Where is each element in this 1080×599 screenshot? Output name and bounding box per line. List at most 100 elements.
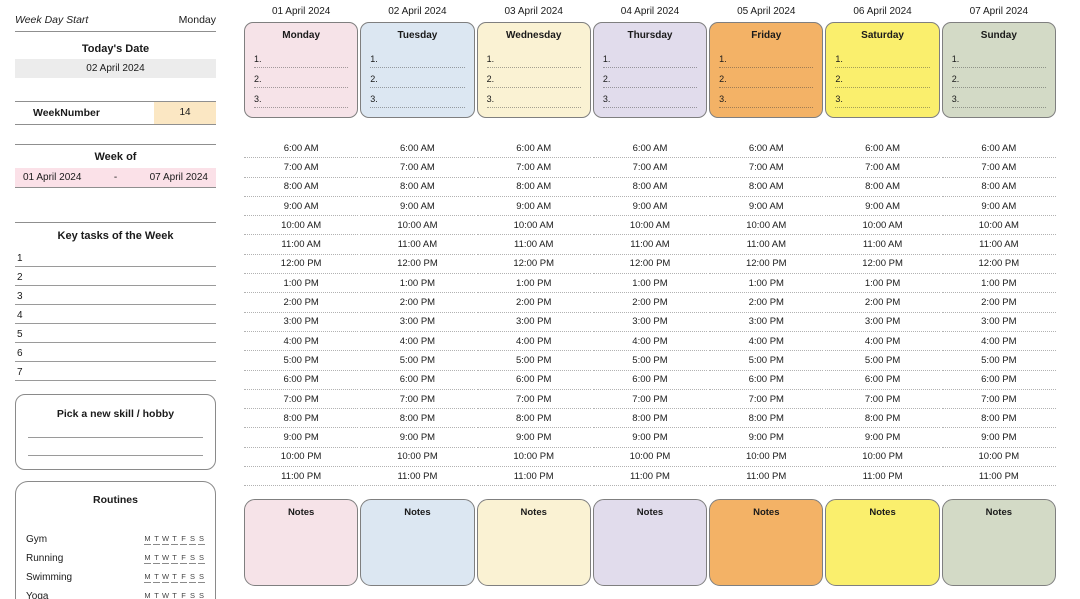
time-slot[interactable]: 1:00 PM <box>709 274 824 294</box>
priority-item[interactable]: 3. <box>835 88 930 108</box>
time-slot[interactable]: 3:00 PM <box>592 313 708 332</box>
time-slot[interactable]: 7:00 PM <box>709 390 824 410</box>
time-slot[interactable]: 6:00 PM <box>825 371 940 390</box>
time-slot[interactable]: 8:00 AM <box>592 178 708 197</box>
time-slot[interactable]: 2:00 PM <box>709 293 824 313</box>
time-slot[interactable]: 11:00 PM <box>825 467 940 487</box>
time-slot[interactable]: 11:00 PM <box>476 467 591 487</box>
time-slot[interactable]: 8:00 AM <box>244 178 359 197</box>
time-slot[interactable]: 7:00 PM <box>360 390 475 410</box>
time-slot[interactable]: 5:00 PM <box>360 351 475 371</box>
routine-day-checkbox[interactable]: S <box>198 591 205 599</box>
time-slot[interactable]: 1:00 PM <box>360 274 475 294</box>
routine-day-checkbox[interactable]: T <box>153 591 160 599</box>
time-slot[interactable]: 5:00 PM <box>476 351 591 371</box>
priority-item[interactable]: 1. <box>370 48 465 68</box>
time-slot[interactable]: 8:00 PM <box>592 409 708 429</box>
key-task-row[interactable]: 5 <box>15 324 216 343</box>
time-slot[interactable]: 7:00 AM <box>941 158 1056 178</box>
time-slot[interactable]: 6:00 AM <box>825 139 940 159</box>
priority-item[interactable]: 3. <box>486 88 581 108</box>
time-slot[interactable]: 6:00 AM <box>941 139 1056 159</box>
time-slot[interactable]: 1:00 PM <box>476 274 591 294</box>
priority-item[interactable]: 1. <box>486 48 581 68</box>
time-slot[interactable]: 11:00 AM <box>360 235 475 255</box>
time-slot[interactable]: 11:00 PM <box>244 467 359 487</box>
time-slot[interactable]: 3:00 PM <box>709 313 824 332</box>
time-slot[interactable]: 6:00 PM <box>709 371 824 390</box>
time-slot[interactable]: 9:00 AM <box>476 197 591 217</box>
routine-day-checkbox[interactable]: F <box>180 553 187 564</box>
time-slot[interactable]: 2:00 PM <box>825 293 940 313</box>
priority-item[interactable]: 2. <box>254 68 349 88</box>
time-slot[interactable]: 6:00 PM <box>941 371 1056 390</box>
routine-day-checkbox[interactable]: M <box>144 553 151 564</box>
time-slot[interactable]: 9:00 PM <box>592 428 708 448</box>
time-slot[interactable]: 5:00 PM <box>244 351 359 371</box>
routine-day-checkbox[interactable]: M <box>144 591 151 599</box>
time-slot[interactable]: 4:00 PM <box>360 332 475 352</box>
time-slot[interactable]: 3:00 PM <box>825 313 940 332</box>
time-slot[interactable]: 9:00 AM <box>825 197 940 217</box>
time-slot[interactable]: 12:00 PM <box>476 255 591 275</box>
priority-item[interactable]: 3. <box>254 88 349 108</box>
routine-day-checkbox[interactable]: T <box>171 534 178 545</box>
time-slot[interactable]: 4:00 PM <box>244 332 359 352</box>
time-slot[interactable]: 5:00 PM <box>941 351 1056 371</box>
time-slot[interactable]: 8:00 AM <box>941 178 1056 197</box>
time-slot[interactable]: 10:00 PM <box>709 448 824 468</box>
time-slot[interactable]: 10:00 PM <box>941 448 1056 468</box>
routine-day-checkbox[interactable]: F <box>180 591 187 599</box>
time-slot[interactable]: 4:00 PM <box>709 332 824 352</box>
time-slot[interactable]: 6:00 AM <box>476 139 591 159</box>
notes-box[interactable]: Notes <box>360 499 475 587</box>
notes-box[interactable]: Notes <box>476 499 591 587</box>
time-slot[interactable]: 11:00 PM <box>709 467 824 487</box>
routine-day-checkbox[interactable]: W <box>162 572 170 583</box>
routine-day-checkbox[interactable]: S <box>189 534 196 545</box>
time-slot[interactable]: 3:00 PM <box>244 313 359 332</box>
routine-day-checkbox[interactable]: S <box>198 572 205 583</box>
time-slot[interactable]: 8:00 AM <box>476 178 591 197</box>
time-slot[interactable]: 2:00 PM <box>476 293 591 313</box>
time-slot[interactable]: 3:00 PM <box>360 313 475 332</box>
time-slot[interactable]: 4:00 PM <box>592 332 708 352</box>
priority-item[interactable]: 2. <box>835 68 930 88</box>
time-slot[interactable]: 10:00 PM <box>476 448 591 468</box>
time-slot[interactable]: 8:00 AM <box>360 178 475 197</box>
time-slot[interactable]: 6:00 AM <box>244 139 359 159</box>
time-slot[interactable]: 9:00 AM <box>709 197 824 217</box>
time-slot[interactable]: 9:00 PM <box>825 428 940 448</box>
routine-day-checkbox[interactable]: F <box>180 534 187 545</box>
time-slot[interactable]: 3:00 PM <box>476 313 591 332</box>
time-slot[interactable]: 10:00 AM <box>244 216 359 236</box>
time-slot[interactable]: 11:00 AM <box>476 235 591 255</box>
key-task-row[interactable]: 3 <box>15 286 216 305</box>
time-slot[interactable]: 6:00 AM <box>360 139 475 159</box>
skill-blank-line[interactable] <box>28 438 203 456</box>
time-slot[interactable]: 10:00 AM <box>592 216 708 236</box>
time-slot[interactable]: 4:00 PM <box>476 332 591 352</box>
time-slot[interactable]: 9:00 AM <box>941 197 1056 217</box>
time-slot[interactable]: 8:00 PM <box>244 409 359 429</box>
key-task-row[interactable]: 7 <box>15 362 216 381</box>
time-slot[interactable]: 7:00 AM <box>476 158 591 178</box>
time-slot[interactable]: 6:00 PM <box>476 371 591 390</box>
priority-item[interactable]: 2. <box>719 68 814 88</box>
routine-day-checkbox[interactable]: S <box>189 591 196 599</box>
time-slot[interactable]: 12:00 PM <box>592 255 708 275</box>
time-slot[interactable]: 6:00 AM <box>592 139 708 159</box>
time-slot[interactable]: 1:00 PM <box>941 274 1056 294</box>
week-day-start-value[interactable]: Monday <box>178 14 216 26</box>
time-slot[interactable]: 10:00 AM <box>825 216 940 236</box>
time-slot[interactable]: 11:00 AM <box>592 235 708 255</box>
time-slot[interactable]: 8:00 PM <box>360 409 475 429</box>
time-slot[interactable]: 12:00 PM <box>709 255 824 275</box>
time-slot[interactable]: 10:00 AM <box>941 216 1056 236</box>
time-slot[interactable]: 7:00 AM <box>592 158 708 178</box>
time-slot[interactable]: 7:00 PM <box>592 390 708 410</box>
time-slot[interactable]: 2:00 PM <box>592 293 708 313</box>
time-slot[interactable]: 5:00 PM <box>709 351 824 371</box>
notes-box[interactable]: Notes <box>709 499 824 587</box>
time-slot[interactable]: 9:00 PM <box>476 428 591 448</box>
